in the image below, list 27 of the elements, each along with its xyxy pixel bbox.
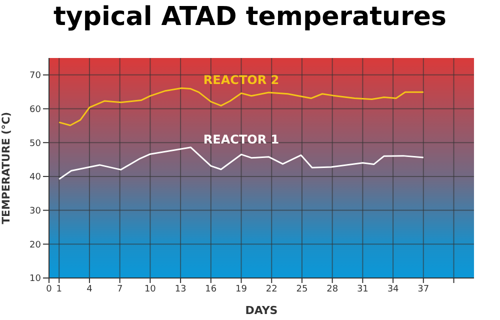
line-series (58, 146, 424, 180)
y-tick-label: 70 (30, 71, 42, 82)
x-tick-label: 10 (144, 284, 156, 294)
x-tick-label: 37 (418, 284, 430, 294)
x-tick-label: 34 (387, 284, 400, 294)
x-tick-label: 25 (296, 284, 308, 294)
line-series (58, 87, 424, 126)
x-tick-label: 7 (116, 284, 123, 294)
x-tick-label: 19 (236, 284, 248, 294)
x-axis-title: DAYS (245, 304, 278, 317)
x-tick-label: 0 (46, 284, 52, 294)
chart-title: typical ATAD temperatures (52, 2, 448, 32)
x-tick-label: 28 (326, 284, 338, 294)
y-tick-label: 50 (30, 138, 42, 149)
y-tick-label: 40 (30, 172, 42, 183)
x-tick-label: 13 (174, 284, 186, 294)
y-axis-title: TEMPERATURE (°C) (0, 112, 13, 224)
series-label: REACTOR 1 (203, 132, 280, 146)
x-tick-label: 1 (56, 284, 62, 294)
x-tick-label: 4 (86, 284, 93, 294)
y-tick-label: 30 (30, 206, 42, 217)
y-tick-label: 20 (30, 240, 42, 250)
x-tick-label: 22 (266, 284, 278, 294)
y-tick-label: 60 (30, 104, 42, 115)
x-tick-label: 31 (356, 284, 368, 294)
y-tick-label: 10 (30, 274, 42, 284)
x-tick-label: 16 (205, 284, 217, 294)
